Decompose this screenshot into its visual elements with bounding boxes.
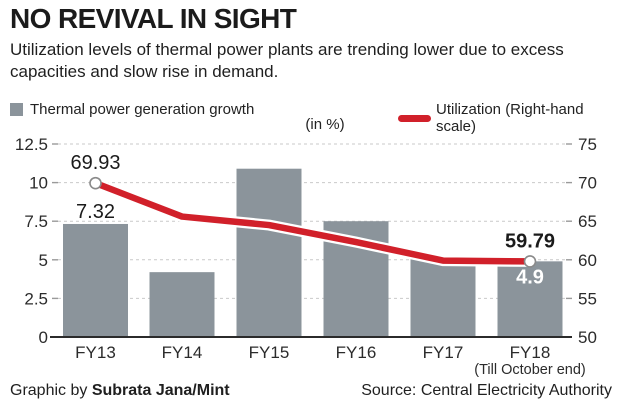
legend-line-label: Utilization (Right-hand scale) [436,101,584,135]
bar-FY14 [149,272,215,337]
line-marker-FY18 [523,255,537,268]
x-label-FY13: FY13 [75,343,116,362]
page-title: NO REVIVAL IN SIGHT [10,3,297,34]
right-axis-label: 60 [578,251,597,270]
x-label-FY18: FY18 [510,343,551,362]
value-label-7.32: 7.32 [76,201,115,223]
right-axis-label: 75 [578,135,597,154]
legend-line-series: Utilization (Right-hand scale) [398,101,621,135]
bar-FY15 [236,168,302,337]
left-axis-label: 12.5 [15,135,48,154]
legend-bar-series: Thermal power generation growth [10,101,254,118]
x-label-FY15: FY15 [249,343,290,362]
line-swatch-icon [398,114,431,122]
bar-FY18 [497,261,563,337]
line-marker-FY13 [89,176,102,190]
legend-bar-label: Thermal power generation growth [30,101,255,118]
credit-line: Graphic by Subrata Jana/Mint [10,382,230,400]
right-axis-label: 65 [578,212,597,231]
left-axis-label: 5 [39,251,48,270]
x-label-FY14: FY14 [162,343,203,362]
source-line: Source: Central Electricity Authority [361,382,612,399]
bar-swatch-icon [10,103,23,116]
x-note: (Till October end) [474,362,585,378]
credit-prefix: Graphic by [10,382,92,399]
right-axis-label: 50 [578,328,597,347]
utilization-line [92,179,534,265]
right-axis-label: 70 [578,174,597,193]
x-label-FY17: FY17 [423,343,464,362]
left-axis-label: 2.5 [24,289,48,308]
page-subtitle: Utilization levels of thermal power plan… [10,40,564,82]
x-label-FY16: FY16 [336,343,377,362]
credit-name: Subrata Jana/Mint [91,382,230,399]
value-label-69.93: 69.93 [70,152,120,174]
right-axis-label: 55 [578,289,597,308]
unit-label: (in %) [305,116,345,133]
bar-FY13 [63,223,128,337]
bar-FY17 [410,256,476,337]
utilization-line-casing [90,177,536,267]
value-label-4.9: 4.9 [516,266,544,288]
value-label-59.79: 59.79 [505,230,555,252]
left-axis-label: 7.5 [24,212,48,231]
left-axis-label: 10 [29,174,48,193]
left-axis-label: 0 [39,328,48,347]
